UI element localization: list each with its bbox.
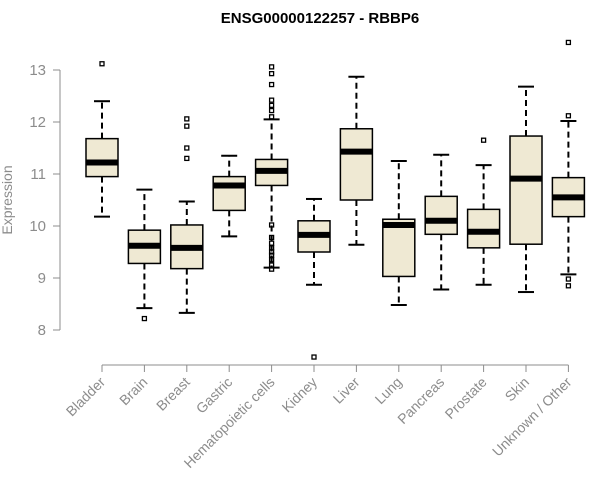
box-group bbox=[297, 197, 331, 360]
iqr-box bbox=[339, 128, 374, 201]
outlier-point bbox=[268, 81, 275, 88]
x-tick-label: Prostate bbox=[442, 374, 490, 422]
outlier-point bbox=[268, 252, 275, 258]
outlier-point bbox=[268, 97, 275, 103]
box-group bbox=[212, 154, 246, 238]
box-group bbox=[509, 85, 543, 294]
outlier-point bbox=[184, 123, 190, 129]
box-group bbox=[85, 61, 119, 218]
outlier-point bbox=[268, 249, 275, 255]
outlier-point bbox=[565, 283, 572, 289]
outlier-point bbox=[99, 61, 105, 67]
y-axis: 8 9 10 11 12 13 bbox=[29, 62, 61, 339]
box-series bbox=[85, 39, 586, 360]
outlier-point bbox=[565, 113, 572, 119]
outlier-point bbox=[268, 222, 275, 228]
outlier-point bbox=[268, 114, 275, 120]
iqr-box bbox=[85, 137, 119, 178]
x-tick-label: Brain bbox=[116, 374, 150, 408]
iqr-box bbox=[424, 195, 458, 236]
box-group bbox=[551, 39, 586, 289]
iqr-box bbox=[466, 208, 501, 249]
x-tick-label: Breast bbox=[153, 374, 193, 414]
outlier-point bbox=[268, 262, 275, 268]
y-tick-label: 12 bbox=[29, 114, 46, 131]
outlier-point bbox=[268, 234, 275, 241]
y-tick-label: 8 bbox=[38, 322, 46, 339]
outlier-point bbox=[565, 39, 572, 46]
outlier-point bbox=[268, 102, 275, 109]
outlier-point bbox=[184, 116, 190, 122]
outlier-point bbox=[268, 107, 275, 114]
outlier-point bbox=[268, 257, 275, 263]
iqr-box bbox=[509, 135, 543, 245]
x-tick-label: Lung bbox=[372, 374, 405, 407]
chart-title: ENSG00000122257 - RBBP6 bbox=[221, 10, 419, 27]
box-group bbox=[127, 188, 162, 322]
outlier-point bbox=[141, 315, 148, 322]
x-tick-label: Skin bbox=[502, 374, 533, 405]
y-tick-label: 9 bbox=[38, 270, 46, 287]
outlier-point bbox=[311, 354, 317, 360]
box-group bbox=[339, 75, 374, 246]
box-group bbox=[254, 64, 289, 272]
y-tick-label: 11 bbox=[30, 166, 46, 183]
x-tick-label: Kidney bbox=[279, 374, 321, 416]
box-group bbox=[170, 116, 204, 314]
outlier-point bbox=[480, 137, 487, 143]
y-tick-label: 10 bbox=[29, 218, 46, 235]
y-axis-label: Expression bbox=[0, 165, 15, 234]
outlier-point bbox=[268, 266, 275, 272]
iqr-box bbox=[382, 218, 416, 278]
outlier-point bbox=[184, 155, 190, 162]
x-tick-label: Pancreas bbox=[394, 374, 447, 427]
x-tick-label: Unknown / Other bbox=[489, 374, 575, 460]
outlier-point bbox=[565, 276, 572, 282]
outlier-point bbox=[184, 145, 190, 151]
x-tick-label: Liver bbox=[330, 374, 363, 407]
outlier-point bbox=[268, 70, 275, 77]
outlier-point bbox=[268, 64, 275, 70]
box-group bbox=[466, 137, 501, 286]
x-tick-label: Bladder bbox=[63, 374, 109, 420]
outlier-point bbox=[268, 240, 275, 246]
box-group bbox=[424, 153, 458, 291]
y-tick-label: 13 bbox=[29, 62, 46, 79]
box-group bbox=[382, 160, 416, 307]
iqr-box bbox=[212, 175, 246, 212]
